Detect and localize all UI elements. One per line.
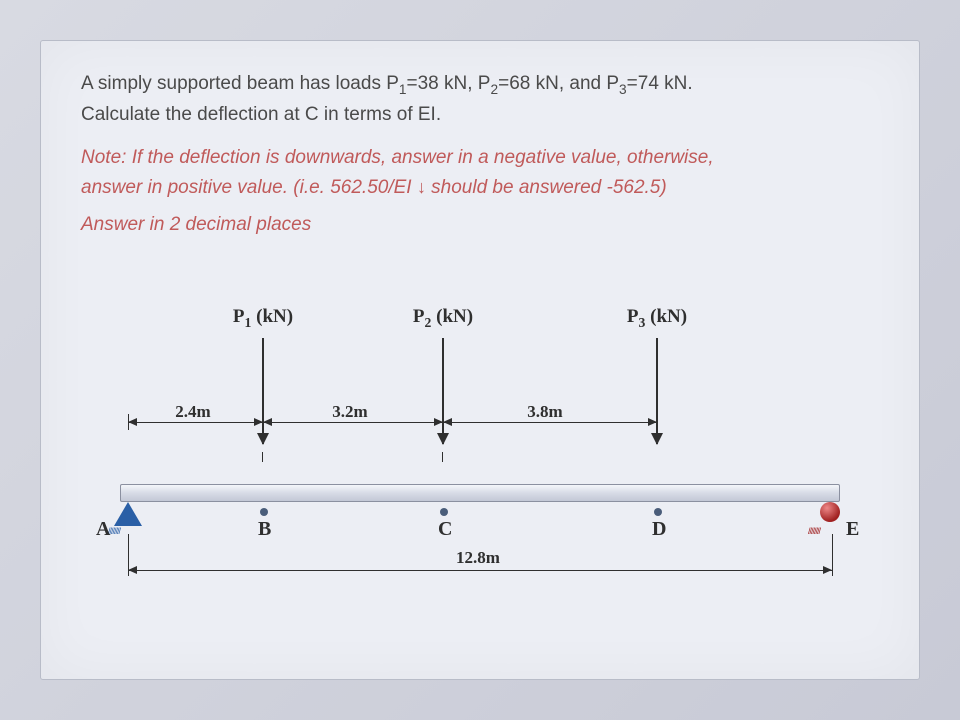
small-tick — [442, 452, 443, 462]
node-dot-d — [654, 508, 662, 516]
node-label-d: D — [652, 518, 666, 541]
subscript-1: 1 — [399, 82, 407, 97]
roller-support-e — [820, 502, 840, 522]
answer-hint: Answer in 2 decimal places — [81, 214, 879, 236]
node-label-b: B — [258, 518, 271, 541]
total-dim-line — [128, 570, 832, 571]
load-label-p3: P3 (kN) — [617, 306, 697, 331]
subscript-3: 3 — [619, 82, 627, 97]
dim-line-bc — [263, 422, 443, 423]
subscript-2: 2 — [490, 82, 498, 97]
load-label-p1: P1 (kN) — [223, 306, 303, 331]
beam-diagram: P1 (kN) P2 (kN) P3 (kN) 2.4m 3.2m 3.8m /… — [90, 286, 870, 596]
text-fragment: A simply supported beam has loads P — [81, 73, 399, 94]
node-dot-b — [260, 508, 268, 516]
text-fragment: Calculate the deflection at C in terms o… — [81, 104, 441, 125]
node-label-e: E — [846, 518, 859, 541]
text-fragment: =74 kN. — [627, 73, 693, 94]
text-fragment: answer in positive value. (i.e. 562.50/E… — [81, 177, 417, 198]
dim-label-cd: 3.8m — [510, 402, 580, 422]
dim-line-cd — [443, 422, 657, 423]
text-fragment: =38 kN, P — [407, 73, 491, 94]
beam-body — [120, 484, 840, 502]
dim-label-ab: 2.4m — [158, 402, 228, 422]
dim-line-ab — [128, 422, 263, 423]
total-dim-label: 12.8m — [456, 548, 500, 568]
small-tick — [262, 452, 263, 462]
problem-sheet: A simply supported beam has loads P1=38 … — [40, 40, 920, 680]
dim-tick — [657, 414, 658, 430]
node-dot-c — [440, 508, 448, 516]
dim-label-bc: 3.2m — [315, 402, 385, 422]
text-fragment: should be answered -562.5) — [426, 177, 667, 198]
note-text: Note: If the deflection is downwards, an… — [81, 143, 879, 202]
text-fragment: =68 kN, and P — [498, 73, 619, 94]
pin-support-a — [114, 502, 142, 526]
hatch-icon: //////// — [108, 526, 152, 534]
total-dim-tick-right — [832, 534, 833, 576]
text-fragment: Note: If the deflection is downwards, an… — [81, 147, 714, 168]
problem-statement: A simply supported beam has loads P1=38 … — [81, 69, 879, 129]
load-label-p2: P2 (kN) — [403, 306, 483, 331]
down-arrow-icon: ↓ — [417, 177, 426, 197]
node-label-c: C — [438, 518, 452, 541]
node-label-a: A — [96, 518, 110, 541]
